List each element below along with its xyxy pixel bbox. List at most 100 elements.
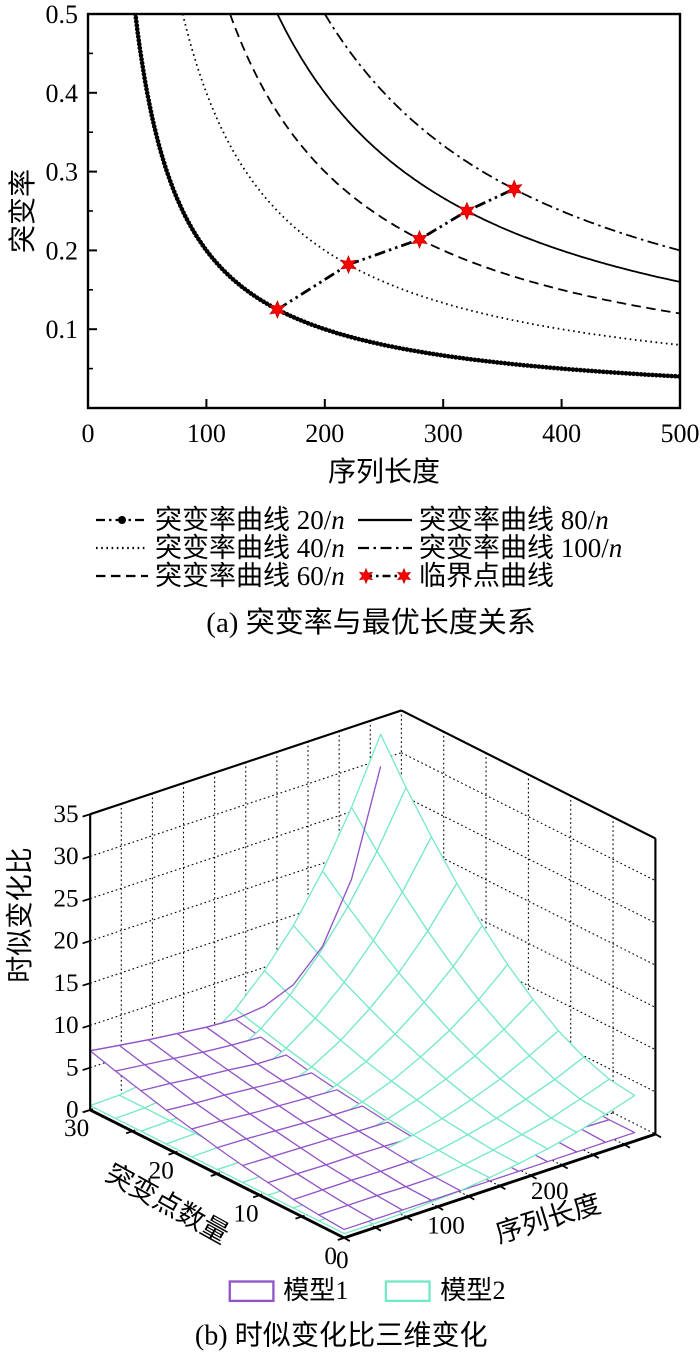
legend-star-marker (358, 567, 374, 585)
x-tick (434, 1204, 444, 1211)
z-tick-label: 25 (53, 885, 78, 912)
panel-b-box-back-edges (89, 709, 656, 840)
panel-b-legend: 模型1 模型2 (228, 1276, 506, 1305)
legend-swatch-2 (384, 1280, 431, 1303)
y-tick (295, 1214, 305, 1220)
x-tick-label: 400 (542, 419, 581, 448)
z-tick-label: 15 (53, 970, 78, 997)
critical-point-marker (458, 201, 476, 221)
panel-a-ylabel: 突变率 (7, 169, 39, 253)
box-top-edge (400, 709, 656, 840)
z-tick (82, 982, 91, 987)
y-tick (210, 1172, 221, 1177)
z-tick (82, 1109, 91, 1114)
y-tick-label: 0 (324, 1243, 337, 1270)
y-tick (337, 1236, 348, 1241)
x-tick-label: 200 (305, 419, 344, 448)
x-tick (466, 1194, 475, 1201)
panel-b-zlabel: 时似变化比 (5, 847, 35, 983)
x-tick-label: 100 (427, 1212, 465, 1239)
plot-box (86, 12, 682, 410)
z-tick-label: 10 (53, 1012, 78, 1039)
y-tick-label: 10 (233, 1200, 258, 1227)
y-tick-label: 0.1 (46, 315, 79, 344)
grid-wall-right-z (401, 878, 656, 1008)
x-tick (372, 1225, 382, 1232)
legend-star-marker (396, 567, 412, 585)
x-tick-label: 500 (661, 419, 700, 448)
grid-wall-right-z (401, 921, 656, 1051)
z-tick-label: 20 (53, 928, 78, 955)
x-tick (652, 1132, 662, 1139)
x-tick-label: 200 (531, 1178, 569, 1205)
y-tick-label: 0.2 (46, 236, 79, 265)
x-tick (497, 1183, 506, 1190)
x-tick-label: 0 (336, 1247, 349, 1274)
z-tick (82, 855, 91, 860)
x-tick (559, 1163, 569, 1170)
panel-a-xlabel: 序列长度 (328, 456, 440, 488)
legend-label: 突变率曲线 100/n (419, 533, 622, 563)
model1-back-ridge (90, 766, 382, 1052)
y-tick-label: 0.3 (46, 158, 79, 187)
x-tick (590, 1152, 600, 1159)
panel-b-surfaces (89, 733, 636, 1235)
x-tick-label: 300 (424, 419, 463, 448)
grid-wall-right-z (401, 752, 656, 882)
x-tick (403, 1215, 413, 1222)
z-tick-label: 35 (53, 801, 78, 828)
panel-a-caption: (a) 突变率与最优长度关系 (206, 606, 535, 639)
curve-20-over-n (133, 14, 680, 379)
curve-100-over-n (324, 14, 680, 252)
grid-wall-right-z (401, 963, 656, 1093)
legend-label-1: 模型1 (283, 1276, 348, 1305)
curve-40-over-n (181, 14, 680, 346)
z-tick-label: 5 (66, 1054, 79, 1081)
grid-wall-right-z (401, 836, 656, 966)
mesh-cell (318, 1204, 374, 1231)
panel-a-axes: 0 100 200 300 400 500 0.1 0.2 0.3 0.4 0.5 (46, 0, 700, 448)
z-tick (82, 1066, 91, 1071)
panel-b-caption: (b) 时似变化比三维变化 (195, 1320, 488, 1352)
panel-a-curves (133, 14, 680, 379)
y-tick (168, 1150, 178, 1156)
y-tick-label: 20 (149, 1158, 174, 1185)
x-tick (528, 1173, 537, 1180)
curve-80-over-n (276, 14, 680, 283)
legend-dot-marker (118, 516, 126, 524)
critical-line (276, 187, 515, 311)
panel-a-critical-curve (269, 179, 523, 320)
panel-a-chart: 0 100 200 300 400 500 0.1 0.2 0.3 0.4 0.5 序列长度 突变率… (7, 0, 700, 639)
legend-label: 突变率曲线 20/n (155, 505, 345, 535)
x-tick-label: 100 (187, 419, 226, 448)
z-tick (82, 897, 91, 902)
z-tick-label: 0 (66, 1097, 79, 1124)
y-tick (252, 1193, 263, 1199)
grid-wall-right-z (401, 794, 656, 924)
grid-wall-left-z (89, 752, 402, 857)
y-tick (125, 1129, 136, 1135)
x-tick (621, 1142, 631, 1149)
y-tick-label: 30 (64, 1115, 89, 1142)
y-tick-label: 0.4 (46, 79, 79, 108)
critical-point-marker (411, 229, 428, 249)
y-tick-label: 0.5 (46, 0, 79, 29)
floor-back-right-edge (401, 1005, 656, 1135)
legend-label: 临界点曲线 (419, 561, 554, 591)
critical-point-marker (340, 255, 357, 275)
curve-60-over-n (229, 14, 680, 315)
legend-label: 突变率曲线 80/n (419, 505, 609, 535)
legend-label: 突变率曲线 60/n (155, 561, 345, 591)
z-tick (82, 1024, 91, 1029)
legend-label: 突变率曲线 40/n (155, 533, 345, 563)
z-tick (82, 940, 91, 945)
x-tick-label: 0 (82, 419, 95, 448)
z-tick (82, 813, 91, 818)
critical-point-marker (505, 179, 523, 199)
z-tick-label: 30 (53, 843, 78, 870)
legend-label-2: 模型2 (440, 1276, 505, 1305)
